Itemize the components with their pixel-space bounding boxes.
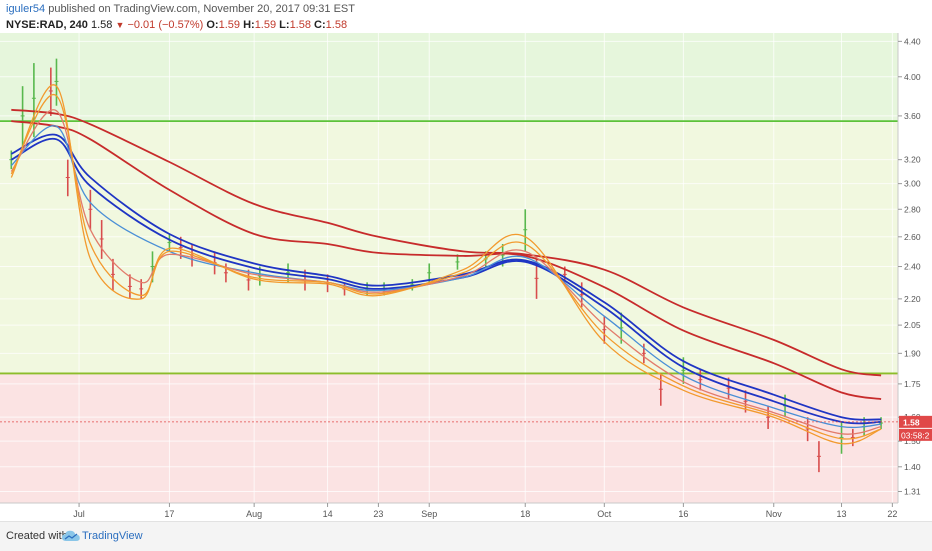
price-tick-label: 1.90: [904, 348, 921, 358]
moving-average-line-2: [11, 120, 882, 400]
moving-average-line-7: [10, 94, 882, 440]
time-tick-label: 13: [837, 509, 847, 519]
price-tick-label: 1.75: [904, 379, 921, 389]
time-tick-label: Nov: [766, 509, 783, 519]
price-tick-label: 1.40: [904, 462, 921, 472]
time-tick-label: 22: [887, 509, 897, 519]
price-tick-label: 1.31: [904, 486, 921, 496]
time-tick-label: Sep: [421, 509, 437, 519]
high-label: H:: [243, 19, 255, 31]
price-tick-label: 2.60: [904, 232, 921, 242]
close-value: 1.58: [325, 19, 348, 31]
time-axis[interactable]: Jul 17 Aug 14 23 Sep 18 Oct 16 Nov 13 22: [0, 502, 898, 519]
time-tick-label: Jul: [73, 509, 85, 519]
footer-bar: Created with TradingView: [0, 521, 932, 551]
background-zones: [0, 33, 898, 503]
price-tick-label: 3.00: [904, 179, 921, 189]
time-tick-label: Aug: [246, 509, 262, 519]
open-label: O:: [206, 19, 219, 31]
time-tick-label: 23: [373, 509, 383, 519]
moving-average-line-3: [10, 133, 882, 421]
low-value: 1.58: [289, 19, 311, 31]
down-arrow-icon: ▼: [115, 20, 125, 30]
close-label: C:: [314, 19, 326, 31]
publish-info: iguler54 published on TradingView.com, N…: [6, 3, 355, 15]
current-price-label: 1.58: [903, 417, 920, 427]
current-price-tag: 1.58 03:58:2: [0, 415, 932, 441]
time-tick-label: 14: [323, 509, 333, 519]
symbol-info: NYSE:RAD, 240 1.58 ▼ −0.01 (−0.57%) O:1.…: [6, 19, 347, 31]
high-value: 1.59: [254, 19, 277, 31]
time-tick-label: 17: [164, 509, 174, 519]
time-tick-label: 18: [520, 509, 530, 519]
zone-below-support: [0, 373, 898, 503]
price-change: −0.01 (−0.57%): [127, 19, 204, 31]
time-tick-label: 16: [678, 509, 688, 519]
moving-average-line-6: [10, 109, 882, 435]
price-tick-label: 1.50: [904, 436, 921, 446]
price-tick-label: 2.05: [904, 320, 921, 330]
moving-average-line-1: [11, 108, 882, 377]
author-link[interactable]: iguler54: [6, 3, 46, 15]
moving-averages-layer: [10, 84, 882, 445]
symbol-label[interactable]: NYSE:RAD, 240: [6, 19, 88, 31]
price-tick-label: 2.20: [904, 294, 921, 304]
horizontal-levels[interactable]: [0, 120, 898, 375]
price-tick-label: 4.00: [904, 72, 921, 82]
current-price-box: [899, 415, 932, 428]
price-tick-label: 3.60: [904, 111, 921, 121]
low-label: L:: [279, 19, 290, 31]
price-tick-label: 2.80: [904, 204, 921, 214]
countdown-label: 03:58:2: [901, 430, 930, 440]
published-text: published on TradingView.com, November 2…: [48, 3, 355, 15]
moving-average-line-8: [10, 84, 882, 445]
price-tick-label: 2.40: [904, 262, 921, 272]
last-price: 1.58: [90, 19, 113, 31]
price-tick-label: 4.40: [904, 36, 921, 46]
created-with-label: Created with: [6, 530, 68, 542]
time-tick-label: Oct: [597, 509, 612, 519]
countdown-box: [899, 428, 932, 441]
tradingview-cloud-icon: [62, 530, 80, 541]
open-value: 1.59: [218, 19, 241, 31]
tradingview-brand-link[interactable]: TradingView: [82, 530, 143, 542]
price-tick-label: 3.20: [904, 155, 921, 165]
